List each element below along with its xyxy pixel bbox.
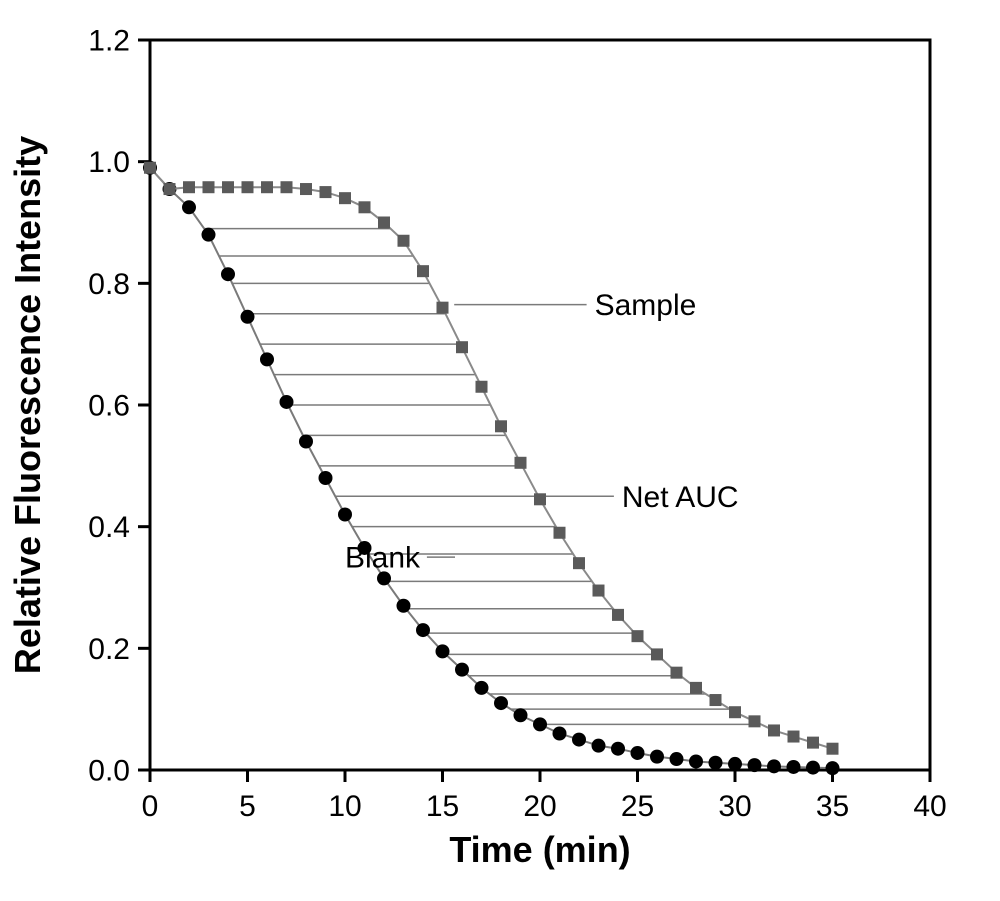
sample-series-marker <box>651 648 663 660</box>
x-tick-label: 35 <box>816 790 849 823</box>
y-axis-label: Relative Fluorescence Intensity <box>7 136 48 674</box>
blank-label: Blank <box>345 542 421 575</box>
sample-series-marker <box>359 201 371 213</box>
sample-series-marker <box>632 630 644 642</box>
sample-series-marker <box>515 457 527 469</box>
blank-series-marker <box>611 742 625 756</box>
blank-series-marker <box>397 599 411 613</box>
blank-series-marker <box>650 750 664 764</box>
x-tick-label: 30 <box>718 790 751 823</box>
net_auc-label: Net AUC <box>622 481 739 514</box>
x-tick-label: 5 <box>239 790 256 823</box>
sample-series-marker <box>807 737 819 749</box>
x-tick-label: 40 <box>913 790 946 823</box>
x-tick-label: 15 <box>426 790 459 823</box>
sample-series-marker <box>593 585 605 597</box>
sample-series-marker <box>788 731 800 743</box>
sample-series-marker <box>203 181 215 193</box>
blank-series-marker <box>221 267 235 281</box>
x-tick-label: 0 <box>142 790 159 823</box>
sample-series-marker <box>378 217 390 229</box>
sample-series-marker <box>183 181 195 193</box>
blank-series-marker <box>806 761 820 775</box>
sample-series-marker <box>671 667 683 679</box>
sample-series-marker <box>222 181 234 193</box>
y-tick-label: 0.8 <box>88 268 130 301</box>
y-tick-label: 1.0 <box>88 146 130 179</box>
blank-series-marker <box>709 756 723 770</box>
sample-series-marker <box>437 302 449 314</box>
sample-series-marker <box>690 682 702 694</box>
sample-series-marker <box>281 181 293 193</box>
sample-series-marker <box>729 706 741 718</box>
sample-series-marker <box>495 420 507 432</box>
blank-series-marker <box>319 471 333 485</box>
blank-series-marker <box>494 696 508 710</box>
blank-series-marker <box>436 644 450 658</box>
sample-series-marker <box>242 181 254 193</box>
blank-series-marker <box>572 733 586 747</box>
blank-series-marker <box>455 663 469 677</box>
blank-series-marker <box>631 746 645 760</box>
blank-series-marker <box>299 435 313 449</box>
sample-series-marker <box>398 235 410 247</box>
blank-series-marker <box>514 708 528 722</box>
blank-series-marker <box>728 757 742 771</box>
sample-series-marker <box>261 181 273 193</box>
sample-series-marker <box>164 183 176 195</box>
chart-svg: 0 5 10 15 20 25 30 35 40 0.0 0.2 0.4 0.6 0.8 1.0 1.2 Tim… <box>0 0 1000 901</box>
sample-series-marker <box>417 265 429 277</box>
sample-series-marker <box>612 609 624 621</box>
sample-series-marker <box>300 183 312 195</box>
sample-series-marker <box>749 715 761 727</box>
y-tick-label: 1.2 <box>88 25 130 58</box>
x-tick-label: 10 <box>328 790 361 823</box>
blank-series-marker <box>533 717 547 731</box>
sample-series-marker <box>144 162 156 174</box>
blank-series-marker <box>416 623 430 637</box>
blank-series-marker <box>280 395 294 409</box>
y-tick-label: 0.2 <box>88 633 130 666</box>
blank-series-marker <box>826 761 840 775</box>
blank-series-marker <box>689 754 703 768</box>
sample-series-marker <box>456 341 468 353</box>
sample-series-marker <box>320 186 332 198</box>
blank-series-marker <box>202 228 216 242</box>
y-tick-label: 0.0 <box>88 755 130 788</box>
blank-series-marker <box>553 727 567 741</box>
sample-series-marker <box>476 381 488 393</box>
blank-series-marker <box>767 759 781 773</box>
sample-series-marker <box>554 527 566 539</box>
sample-series-marker <box>573 557 585 569</box>
blank-series-marker <box>787 760 801 774</box>
blank-series-marker <box>338 508 352 522</box>
sample-label: Sample <box>595 289 697 322</box>
x-axis-label: Time (min) <box>449 829 630 870</box>
sample-series-marker <box>534 493 546 505</box>
sample-series-marker <box>339 192 351 204</box>
blank-series-marker <box>748 758 762 772</box>
blank-series-marker <box>260 352 274 366</box>
y-tick-label: 0.6 <box>88 390 130 423</box>
blank-series-marker <box>475 681 489 695</box>
sample-series-marker <box>768 724 780 736</box>
blank-series-marker <box>592 739 606 753</box>
blank-series-marker <box>241 310 255 324</box>
sample-series-marker <box>827 743 839 755</box>
x-tick-label: 25 <box>621 790 654 823</box>
y-tick-label: 0.4 <box>88 511 130 544</box>
blank-series-marker <box>670 752 684 766</box>
blank-series-marker <box>182 200 196 214</box>
sample-series-marker <box>710 694 722 706</box>
x-tick-label: 20 <box>523 790 556 823</box>
fluorescence-decay-chart: 0 5 10 15 20 25 30 35 40 0.0 0.2 0.4 0.6 0.8 1.0 1.2 Tim… <box>0 0 1000 901</box>
